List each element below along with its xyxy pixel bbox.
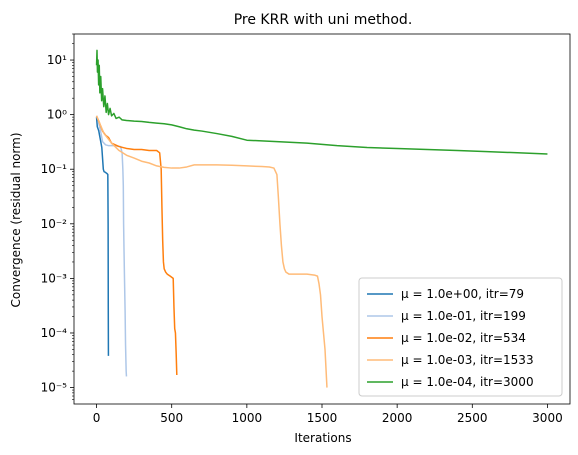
y-tick-label: 10⁻³ bbox=[41, 271, 68, 285]
axes-layer: 0 500 1000 1500 2000 2500 3000 10⁻⁵ 10⁻⁴ 10⁻³ 10⁻²… bbox=[41, 33, 571, 425]
series-line-1 bbox=[95, 117, 110, 356]
x-tick-label: 1000 bbox=[232, 411, 263, 425]
y-axis-label: Convergence (residual norm) bbox=[9, 132, 23, 307]
series-line-4 bbox=[95, 115, 328, 388]
legend-label-5: μ = 1.0e-04, itr=3000 bbox=[401, 375, 534, 389]
series-line-5 bbox=[95, 49, 548, 155]
legend-box bbox=[358, 277, 563, 397]
y-tick-label: 10⁻⁵ bbox=[41, 381, 68, 395]
legend-label-2: μ = 1.0e-01, itr=199 bbox=[401, 309, 526, 323]
legend-label-4: μ = 1.0e-03, itr=1533 bbox=[401, 353, 534, 367]
y-tick-label: 10⁰ bbox=[47, 108, 67, 122]
x-tick-label: 2000 bbox=[382, 411, 413, 425]
legend-label-3: μ = 1.0e-02, itr=534 bbox=[401, 331, 526, 345]
chart-title: Pre KRR with uni method. bbox=[234, 12, 413, 28]
x-tick-label: 2500 bbox=[457, 411, 488, 425]
y-tick-label: 10¹ bbox=[47, 53, 67, 67]
legend: μ = 1.0e+00, itr=79 μ = 1.0e-01, itr=199 μ… bbox=[358, 277, 563, 397]
x-tick-label: 1500 bbox=[307, 411, 338, 425]
x-tick-label: 0 bbox=[93, 411, 101, 425]
y-tick-label: 10⁻¹ bbox=[41, 162, 68, 176]
x-tick-label: 500 bbox=[160, 411, 183, 425]
x-axis-label: Iterations bbox=[294, 431, 351, 445]
x-tick-label: 3000 bbox=[532, 411, 563, 425]
y-tick-label: 10⁻² bbox=[41, 217, 68, 231]
series-layer bbox=[95, 49, 548, 388]
y-tick-label: 10⁻⁴ bbox=[41, 326, 68, 340]
legend-label-1: μ = 1.0e+00, itr=79 bbox=[401, 287, 524, 301]
